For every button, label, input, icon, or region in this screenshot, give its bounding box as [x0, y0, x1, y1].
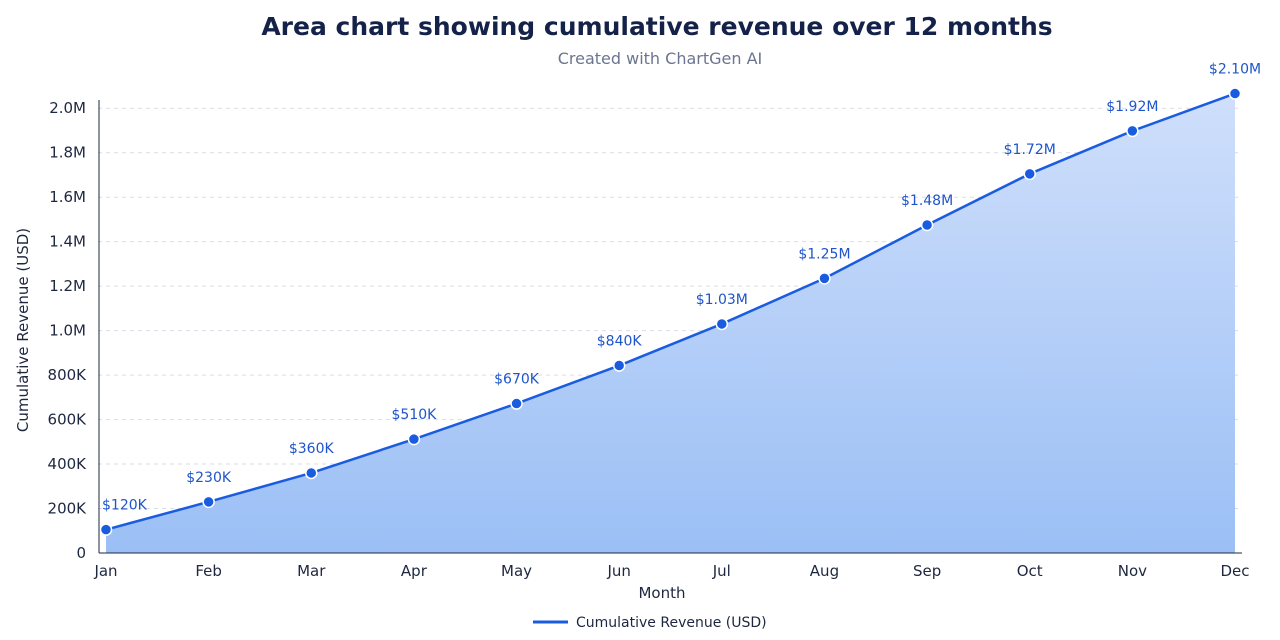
data-point-marker[interactable]: [510, 397, 523, 410]
data-point-marker[interactable]: [305, 466, 318, 480]
y-tick-label: 800K: [48, 366, 88, 384]
x-tick-label: Nov: [1118, 562, 1147, 580]
y-tick-label: 1.8M: [49, 144, 86, 162]
x-tick-label: Aug: [810, 562, 839, 580]
series-line-layer: [105, 92, 1236, 531]
data-label: $1.48M: [901, 193, 953, 209]
data-point-marker[interactable]: [99, 523, 113, 536]
axes: [98, 100, 1242, 554]
data-point-marker[interactable]: [1126, 124, 1139, 138]
data-label: $1.25M: [798, 246, 850, 262]
x-axis-label: Month: [638, 584, 685, 602]
x-tick-label: Apr: [401, 562, 428, 580]
chart-subtitle: Created with ChartGen AI: [558, 49, 763, 68]
data-point-marker[interactable]: [1023, 167, 1036, 181]
data-point-marker[interactable]: [612, 359, 626, 372]
data-point-marker[interactable]: [920, 218, 934, 232]
y-tick-label: 600K: [48, 411, 88, 429]
x-tick-label: Jan: [93, 562, 117, 580]
chart-title: Area chart showing cumulative revenue ov…: [261, 12, 1052, 41]
x-tick-label: Mar: [297, 562, 326, 580]
y-axis-label: Cumulative Revenue (USD): [14, 228, 32, 432]
y-tick-label: 1.0M: [49, 322, 86, 340]
data-label: $670K: [494, 372, 540, 388]
area-fill: [106, 93, 1235, 554]
x-tick-label: Feb: [195, 562, 222, 580]
data-label: $1.92M: [1106, 99, 1158, 115]
x-tick-label: Jun: [606, 562, 630, 580]
data-label: $360K: [289, 441, 335, 457]
y-tick-label: 0: [76, 544, 86, 562]
data-label: $120K: [102, 498, 148, 514]
y-tick-label: 1.6M: [49, 188, 86, 206]
data-point-marker[interactable]: [1228, 87, 1242, 100]
data-point-marker[interactable]: [818, 272, 831, 285]
area-fill-layer: [106, 93, 1235, 554]
x-tick-labels: Jan Feb Mar Apr May Jun Jul Aug Sep Oct Nov Dec: [93, 562, 1249, 580]
series-line: [105, 92, 1236, 531]
x-tick-label: May: [501, 562, 532, 580]
y-tick-label: 400K: [48, 455, 88, 473]
data-label: $840K: [597, 334, 643, 350]
data-markers: [99, 87, 1242, 536]
data-label: $1.03M: [696, 292, 748, 308]
y-tick-label: 2.0M: [49, 99, 86, 117]
x-tick-label: Oct: [1017, 562, 1043, 580]
data-point-marker[interactable]: [715, 317, 729, 331]
data-label: $230K: [186, 470, 232, 486]
x-tick-label: Sep: [913, 562, 941, 580]
y-tick-label: 1.2M: [49, 277, 86, 295]
legend-label: Cumulative Revenue (USD): [576, 615, 767, 631]
data-point-marker[interactable]: [202, 495, 215, 509]
x-tick-label: Dec: [1220, 562, 1249, 580]
data-labels: $120K $230K $360K $510K $670K $840K $1.03M $1.2…: [102, 62, 1261, 514]
data-point-marker[interactable]: [407, 432, 421, 446]
y-tick-label: 1.4M: [49, 233, 86, 251]
data-label: $510K: [392, 407, 438, 423]
data-label: $1.72M: [1004, 142, 1056, 158]
y-tick-label: 200K: [48, 500, 88, 518]
y-tick-labels: 0 200K 400K 600K 800K 1.0M 1.2M 1.4M 1.6M 1.8M 2.0…: [48, 99, 88, 562]
data-label: $2.10M: [1209, 62, 1261, 78]
legend[interactable]: Cumulative Revenue (USD): [533, 615, 767, 631]
x-tick-label: Jul: [712, 562, 731, 580]
